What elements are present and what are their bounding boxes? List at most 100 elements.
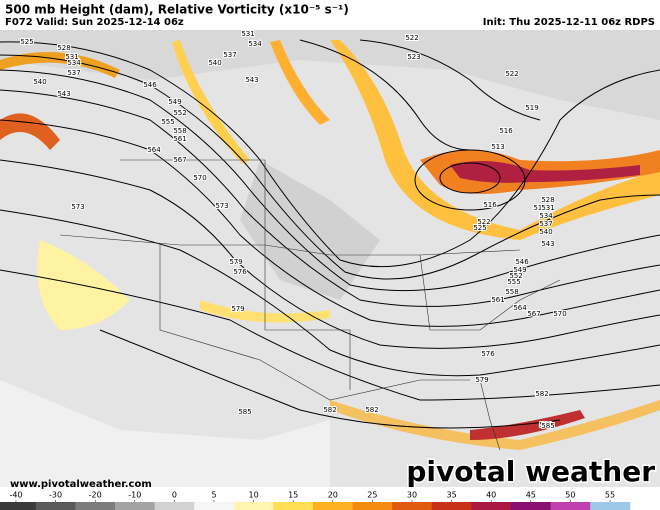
- contour-label: 576: [481, 350, 495, 358]
- colorbar-tick-label: 5: [211, 491, 216, 500]
- contour-label: 516: [499, 127, 513, 135]
- contour-label: 579: [229, 258, 242, 266]
- colorbar-tick-label: 55: [605, 491, 615, 500]
- colorbar-tick-label: -10: [128, 491, 141, 500]
- contour-label: 531: [65, 53, 78, 61]
- contour-label: 528: [57, 44, 70, 52]
- contour-label: 576: [233, 268, 247, 276]
- contour-label: 543: [541, 240, 554, 248]
- contour-label: 522: [477, 218, 490, 226]
- contour-label: 540: [208, 59, 221, 67]
- colorbar-tick-label: 30: [407, 491, 417, 500]
- contour-label: 534: [248, 40, 262, 48]
- valid-time: F072 Valid: Sun 2025-12-14 06z: [5, 17, 184, 28]
- contour-label: 531: [541, 204, 554, 212]
- header-bg: [0, 0, 660, 30]
- contour-label: 523: [407, 53, 420, 61]
- colorbar-tick-label: -30: [49, 491, 62, 500]
- colorbar-segment: [273, 502, 314, 510]
- colorbar-tick-label: 45: [526, 491, 536, 500]
- colorbar-segment: [0, 502, 37, 510]
- colorbar-segment: [431, 502, 472, 510]
- contour-label: 525: [20, 38, 33, 46]
- contour-label: 537: [67, 69, 80, 77]
- contour-label: 570: [193, 174, 206, 182]
- map-area: [0, 30, 660, 487]
- contour-label: 558: [173, 127, 186, 135]
- website-watermark: www.pivotalweather.com: [10, 479, 152, 490]
- colorbar-tick-label: -20: [89, 491, 102, 500]
- contour-label: 567: [173, 156, 186, 164]
- colorbar-tick-label: 35: [447, 491, 457, 500]
- contour-label: 582: [323, 406, 336, 414]
- colorbar-tick-label: 10: [249, 491, 259, 500]
- contour-label: 537: [539, 220, 552, 228]
- colorbar-segment: [352, 502, 393, 510]
- contour-label: 564: [513, 304, 527, 312]
- contour-label: 555: [507, 278, 520, 286]
- contour-label: 534: [539, 212, 553, 220]
- colorbar-segment: [75, 502, 116, 510]
- contour-label: 564: [147, 146, 161, 154]
- contour-label: 582: [365, 406, 378, 414]
- contour-label: 585: [238, 408, 251, 416]
- contour-label: 570: [553, 310, 566, 318]
- contour-label: 534: [67, 59, 81, 67]
- colorbar-segment: [35, 502, 76, 510]
- contour-label: 519: [533, 204, 546, 212]
- contour-label: 579: [475, 376, 488, 384]
- contour-label: 573: [71, 203, 84, 211]
- colorbar-tick-label: -40: [9, 491, 22, 500]
- contour-label: 543: [57, 90, 70, 98]
- contour-label: 567: [527, 310, 540, 318]
- colorbar-tick-label: 40: [486, 491, 496, 500]
- contour-label: 516: [483, 201, 497, 209]
- colorbar-tick-label: 20: [328, 491, 338, 500]
- contour-label: 561: [173, 135, 186, 143]
- contour-label: 540: [33, 78, 46, 86]
- colorbar-tick-label: 15: [288, 491, 298, 500]
- contour-label: 543: [245, 76, 258, 84]
- contour-label: 573: [215, 202, 228, 210]
- contour-label: 585: [541, 422, 554, 430]
- contour-label: 561: [491, 296, 504, 304]
- init-time: Init: Thu 2025-12-11 06z RDPS: [483, 17, 655, 28]
- contour-label: 522: [505, 70, 518, 78]
- contour-label: 546: [515, 258, 529, 266]
- title: 500 mb Height (dam), Relative Vorticity …: [5, 3, 349, 17]
- contour-label: 552: [509, 272, 522, 280]
- colorbar-segment: [550, 502, 591, 510]
- contour-label: 558: [505, 288, 518, 296]
- colorbar-segment: [194, 502, 235, 510]
- contour-label: 552: [173, 109, 186, 117]
- colorbar-segment: [471, 502, 512, 510]
- colorbar-segment: [392, 502, 433, 510]
- colorbar-segment: [511, 502, 552, 510]
- colorbar-segment: [590, 502, 631, 510]
- contour-label: 540: [539, 228, 552, 236]
- colorbar-tick-label: 0: [172, 491, 177, 500]
- contour-label: 582: [539, 421, 552, 429]
- colorbar-segment: [233, 502, 274, 510]
- contour-label: 531: [241, 30, 254, 38]
- colorbar-segment: [154, 502, 195, 510]
- colorbar-segment: [313, 502, 354, 510]
- contour-label: 537: [223, 51, 236, 59]
- colorbar-tick-label: 25: [367, 491, 377, 500]
- contour-label: 582: [535, 390, 548, 398]
- contour-label: 528: [541, 196, 554, 204]
- brand-logo: pivotal weather: [406, 455, 655, 488]
- contour-label: 546: [143, 81, 157, 89]
- contour-label: 522: [405, 34, 418, 42]
- contour-label: 579: [231, 305, 244, 313]
- colorbar-tick-label: 50: [565, 491, 575, 500]
- contour-label: 525: [473, 224, 486, 232]
- contour-label: 555: [161, 118, 174, 126]
- contour-label: 549: [168, 98, 181, 106]
- contour-label: 513: [491, 143, 504, 151]
- colorbar-segment: [115, 502, 156, 510]
- contour-label: 549: [513, 266, 526, 274]
- contour-label: 519: [525, 104, 538, 112]
